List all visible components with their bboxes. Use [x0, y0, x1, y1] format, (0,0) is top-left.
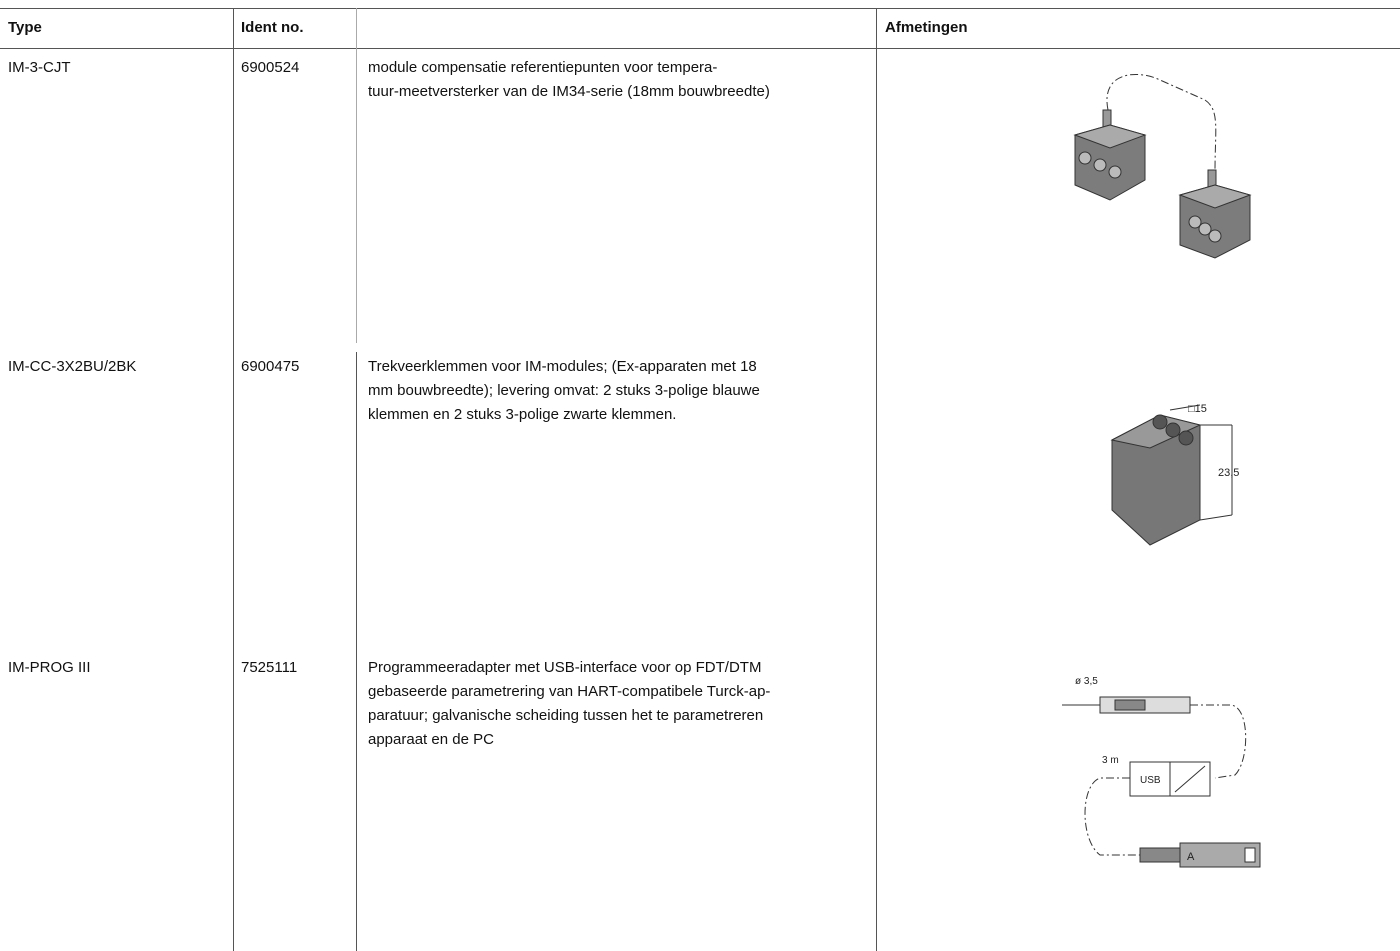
image-label: ø 3,5 [1075, 676, 1098, 687]
description-line: paratuur; galvanische scheiding tussen h… [368, 707, 764, 724]
prog-drawing [1062, 696, 1261, 868]
ident-cell: 7525111 [241, 659, 298, 676]
type-cell: IM-3-CJT [8, 59, 71, 76]
ident-cell: 6900475 [241, 358, 300, 375]
header-cell: Afmetingen [885, 19, 968, 36]
description-cell: module compensatie referentiepunten voor… [368, 56, 770, 104]
image-label: 23,5 [1218, 467, 1239, 479]
type-cell: IM-CC-3X2BU/2BK [8, 358, 137, 375]
rule [0, 48, 1400, 49]
cjt-drawing [1073, 74, 1252, 259]
cc-drawing [1110, 404, 1233, 546]
description-line: tuur-meetversterker van de IM34-serie (1… [368, 83, 770, 100]
description-line: Programmeeradapter met USB-interface voo… [368, 659, 762, 676]
rule [0, 8, 1400, 9]
image-labels: □15 23,5 ø 3,5 3 m USB A [1075, 403, 1239, 863]
image-label: 3 m [1102, 755, 1119, 766]
image-label: □15 [1188, 403, 1207, 415]
header-cell: Type [8, 19, 42, 36]
description-line: Trekveerklemmen voor IM-modules; (Ex-app… [368, 358, 757, 375]
type-cell: IM-PROG III [8, 659, 91, 676]
image-label: A [1187, 851, 1195, 863]
description-cell: Trekveerklemmen voor IM-modules; (Ex-app… [368, 355, 760, 427]
description-line: klemmen en 2 stuks 3-polige zwarte klemm… [368, 406, 677, 423]
rule [876, 8, 877, 951]
description-cell: Programmeeradapter met USB-interface voo… [368, 656, 770, 752]
description-line: mm bouwbreedte); levering omvat: 2 stuks… [368, 382, 760, 399]
ident-cell: 6900524 [241, 59, 300, 76]
image-label: USB [1140, 775, 1161, 786]
rule [356, 8, 357, 343]
header-cell: Ident no. [241, 19, 304, 36]
rule [233, 8, 234, 951]
description-line: gebaseerde parametrering van HART-compat… [368, 683, 771, 700]
rule [356, 352, 357, 951]
description-line: apparaat en de PC [368, 731, 494, 748]
description-line: module compensatie referentiepunten voor… [368, 59, 718, 76]
